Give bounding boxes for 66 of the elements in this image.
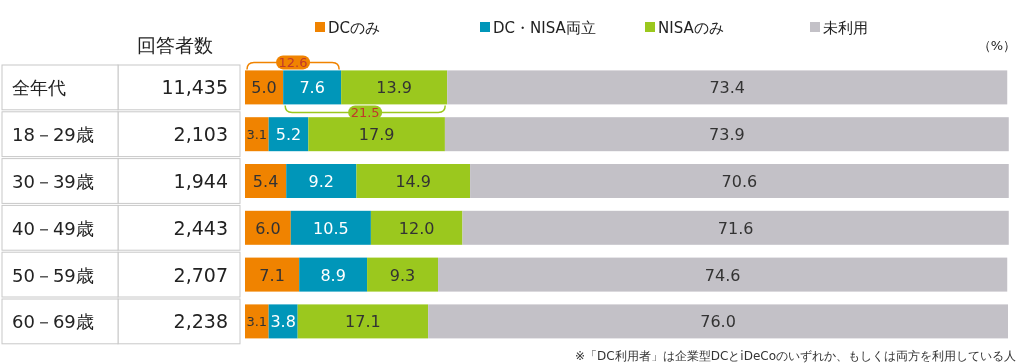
text: 回答者数 [137, 34, 213, 56]
text: 2,238 [173, 310, 228, 333]
data-label: 9.3 [389, 265, 416, 285]
bar [308, 117, 445, 152]
data-label: 17.1 [345, 312, 381, 332]
text: 2,443 [173, 216, 228, 239]
bar [444, 117, 1009, 152]
data-label: 17.9 [358, 125, 395, 145]
text: 1,944 [173, 170, 228, 192]
category-label: 50－59歳 [12, 264, 94, 286]
bar [299, 257, 368, 292]
bar [245, 210, 291, 245]
bar [245, 164, 287, 198]
legend-label: NISAのみ [658, 19, 724, 37]
data-label: 14.9 [395, 172, 432, 191]
data-label: 13.9 [376, 78, 412, 98]
data-label: 74.6 [704, 265, 741, 285]
bar [438, 257, 1008, 292]
bar [428, 304, 1008, 339]
data-label: 3.1 [246, 127, 268, 143]
text: 11,435 [161, 76, 228, 99]
bar [245, 257, 300, 292]
bar [462, 210, 1009, 245]
data-label: 7.1 [259, 265, 285, 285]
annotation: 21.5 [350, 105, 380, 121]
data-label: 8.9 [320, 265, 346, 285]
bar [245, 304, 269, 339]
bar [367, 257, 439, 292]
category-label: 18－29歳 [12, 124, 94, 146]
x-axis-title: （%） [977, 38, 1016, 53]
data-label: 5.4 [252, 172, 279, 191]
category-label: 全年代 [12, 77, 66, 99]
data-label: 5.2 [275, 125, 302, 145]
bar [283, 70, 342, 105]
bar [447, 70, 1008, 105]
legend-label: 未利用 [823, 19, 868, 37]
data-label: 73.4 [709, 78, 746, 98]
data-label: 10.5 [313, 218, 349, 238]
legend-label: DC・NISA両立 [493, 19, 596, 37]
category-label: 40－49歳 [12, 217, 94, 239]
bar [341, 70, 448, 105]
data-label: 76.0 [700, 312, 736, 332]
legend-label: DCのみ [328, 19, 381, 37]
data-label: 71.6 [717, 218, 754, 238]
category-label: 60－69歳 [12, 311, 94, 333]
data-label: 12.0 [398, 218, 435, 238]
bar [370, 210, 463, 245]
category-label: 30－39歳 [12, 171, 94, 192]
data-label: 70.6 [721, 172, 758, 191]
data-label: 3.8 [270, 312, 296, 332]
bar [356, 164, 471, 198]
bar [290, 210, 371, 245]
data-label: 5.0 [251, 78, 277, 98]
text: ※「DC利用者」は企業型DCとiDeCoのいずれか、もしくは両方を利用している人 [575, 349, 1016, 363]
text: 2,103 [173, 123, 228, 146]
text: 2,707 [173, 263, 228, 286]
data-label: 3.1 [246, 314, 268, 330]
data-label: 73.9 [709, 125, 745, 145]
bar [245, 117, 269, 152]
bar [286, 164, 357, 198]
data-label: 7.6 [299, 78, 325, 98]
data-label: 6.0 [255, 218, 281, 238]
data-label: 9.2 [308, 172, 335, 191]
bar [297, 304, 429, 339]
annotation: 12.6 [278, 55, 308, 71]
bar [470, 164, 1009, 198]
